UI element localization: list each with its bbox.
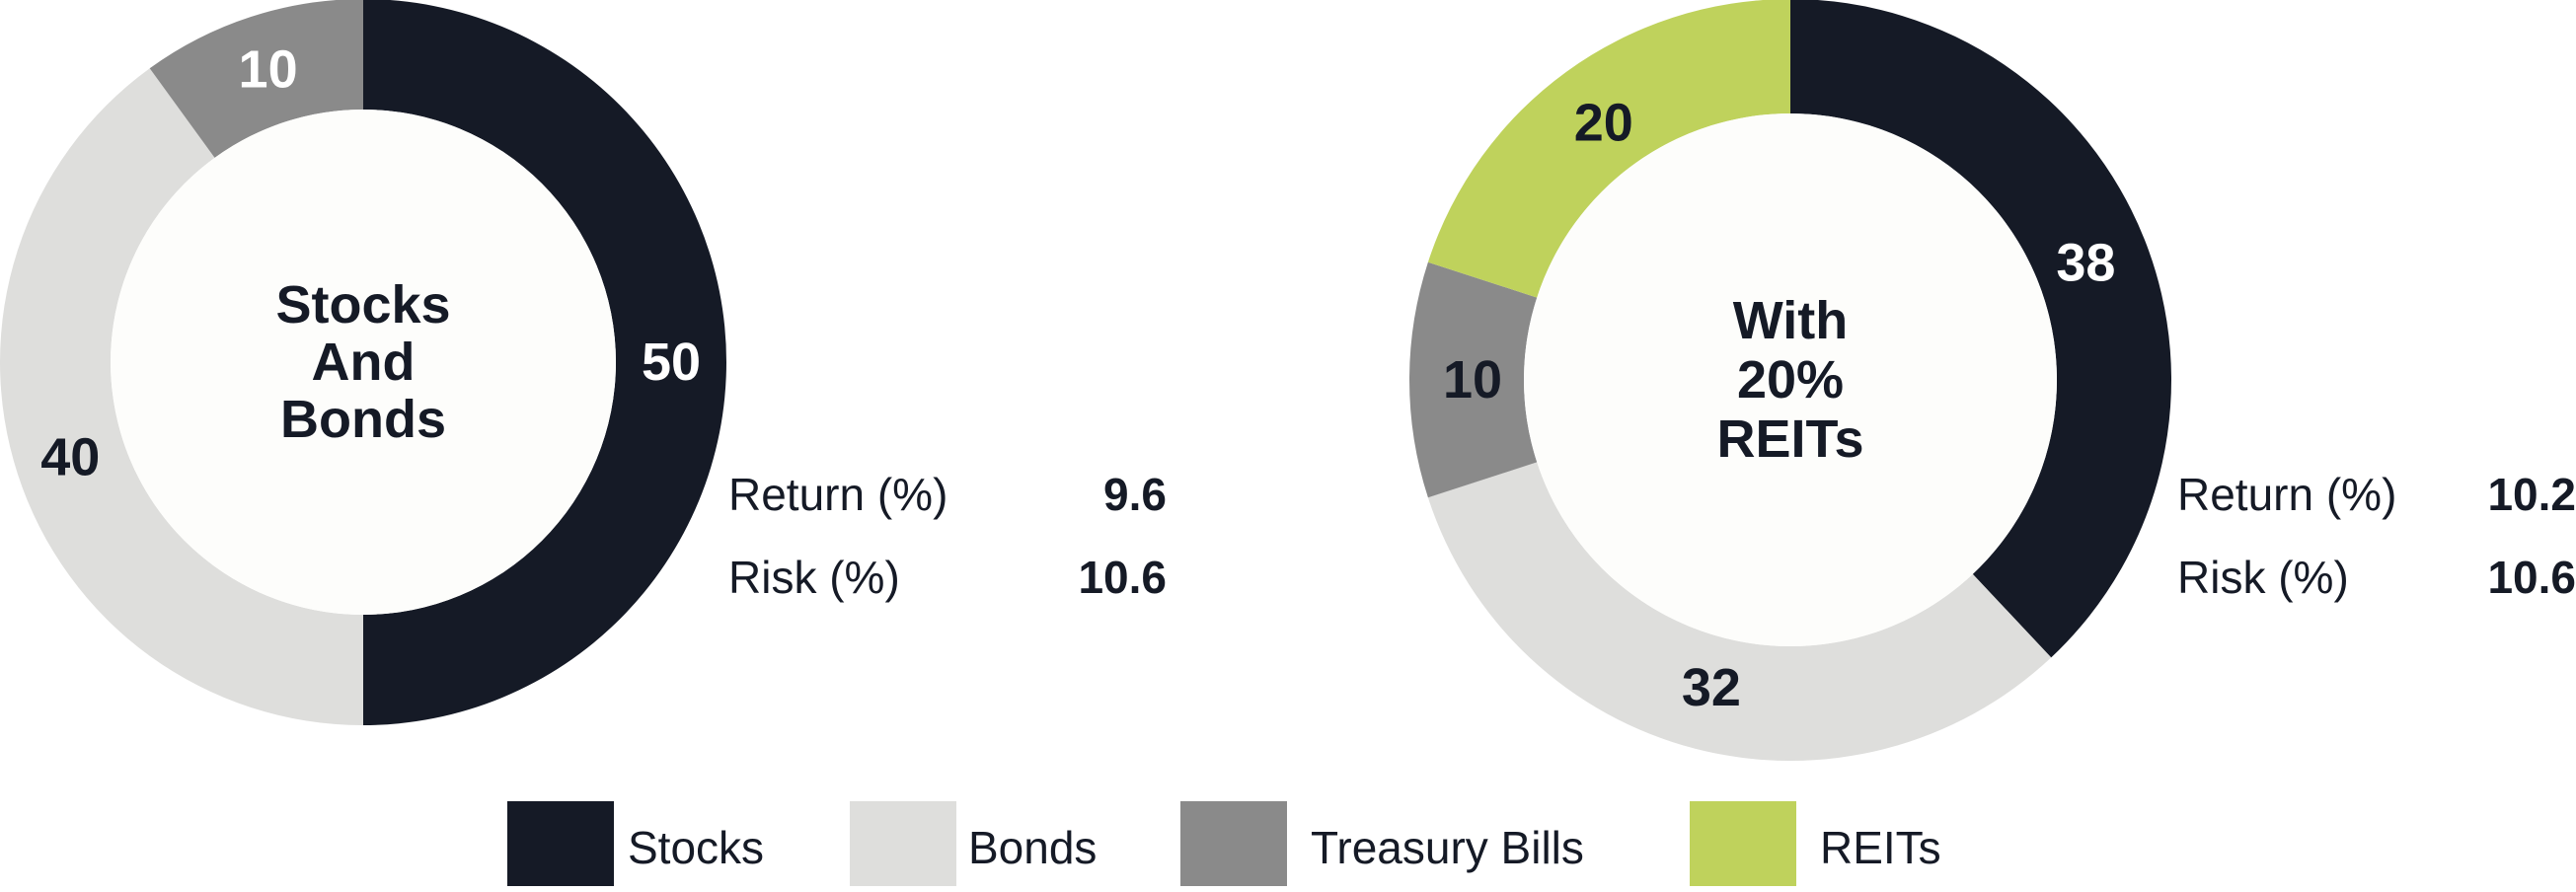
chart-title-line: REITs — [1716, 409, 1863, 469]
legend-label: Stocks — [628, 822, 765, 873]
chart-title-line: And — [312, 333, 416, 392]
slice-stocks — [1790, 0, 2171, 658]
legend-swatch-treasury-bills — [1180, 801, 1287, 886]
slice-value-label: 38 — [2056, 233, 2115, 292]
slice-stocks — [363, 0, 726, 725]
slice-value-label: 20 — [1574, 93, 1633, 152]
legend-label: Bonds — [968, 822, 1098, 873]
risk-label: Risk (%) — [728, 552, 900, 603]
legend-swatch-bonds — [850, 801, 956, 886]
return-value: 9.6 — [1103, 469, 1167, 520]
slice-bonds — [0, 68, 363, 726]
legend-swatch-stocks — [507, 801, 614, 886]
slice-value-label: 40 — [40, 427, 100, 486]
chart-title-line: Stocks — [275, 275, 450, 334]
donut-center — [1524, 113, 2057, 646]
return-value: 10.2 — [2487, 469, 2576, 520]
risk-label: Risk (%) — [2177, 552, 2349, 603]
slice-value-label: 50 — [642, 333, 701, 392]
risk-value: 10.6 — [2487, 552, 2576, 603]
return-label: Return (%) — [728, 469, 948, 520]
chart-title-line: With — [1733, 291, 1848, 350]
slice-bonds — [1427, 462, 2052, 761]
risk-value: 10.6 — [1078, 552, 1167, 603]
slice-value-label: 32 — [1682, 658, 1741, 717]
donut-center — [111, 110, 616, 615]
legend-label: REITs — [1820, 822, 1941, 873]
legend-label: Treasury Bills — [1311, 822, 1584, 873]
chart-title-line: 20% — [1737, 350, 1844, 409]
slice-value-label: 10 — [1443, 350, 1502, 409]
return-label: Return (%) — [2177, 469, 2397, 520]
slice-reits — [1427, 0, 1790, 298]
slice-treasury-bills — [149, 0, 363, 158]
chart-title-line: Bonds — [280, 390, 446, 449]
slice-treasury-bills — [1409, 261, 1538, 498]
legend-swatch-reits — [1690, 801, 1796, 886]
slice-value-label: 10 — [239, 39, 298, 99]
